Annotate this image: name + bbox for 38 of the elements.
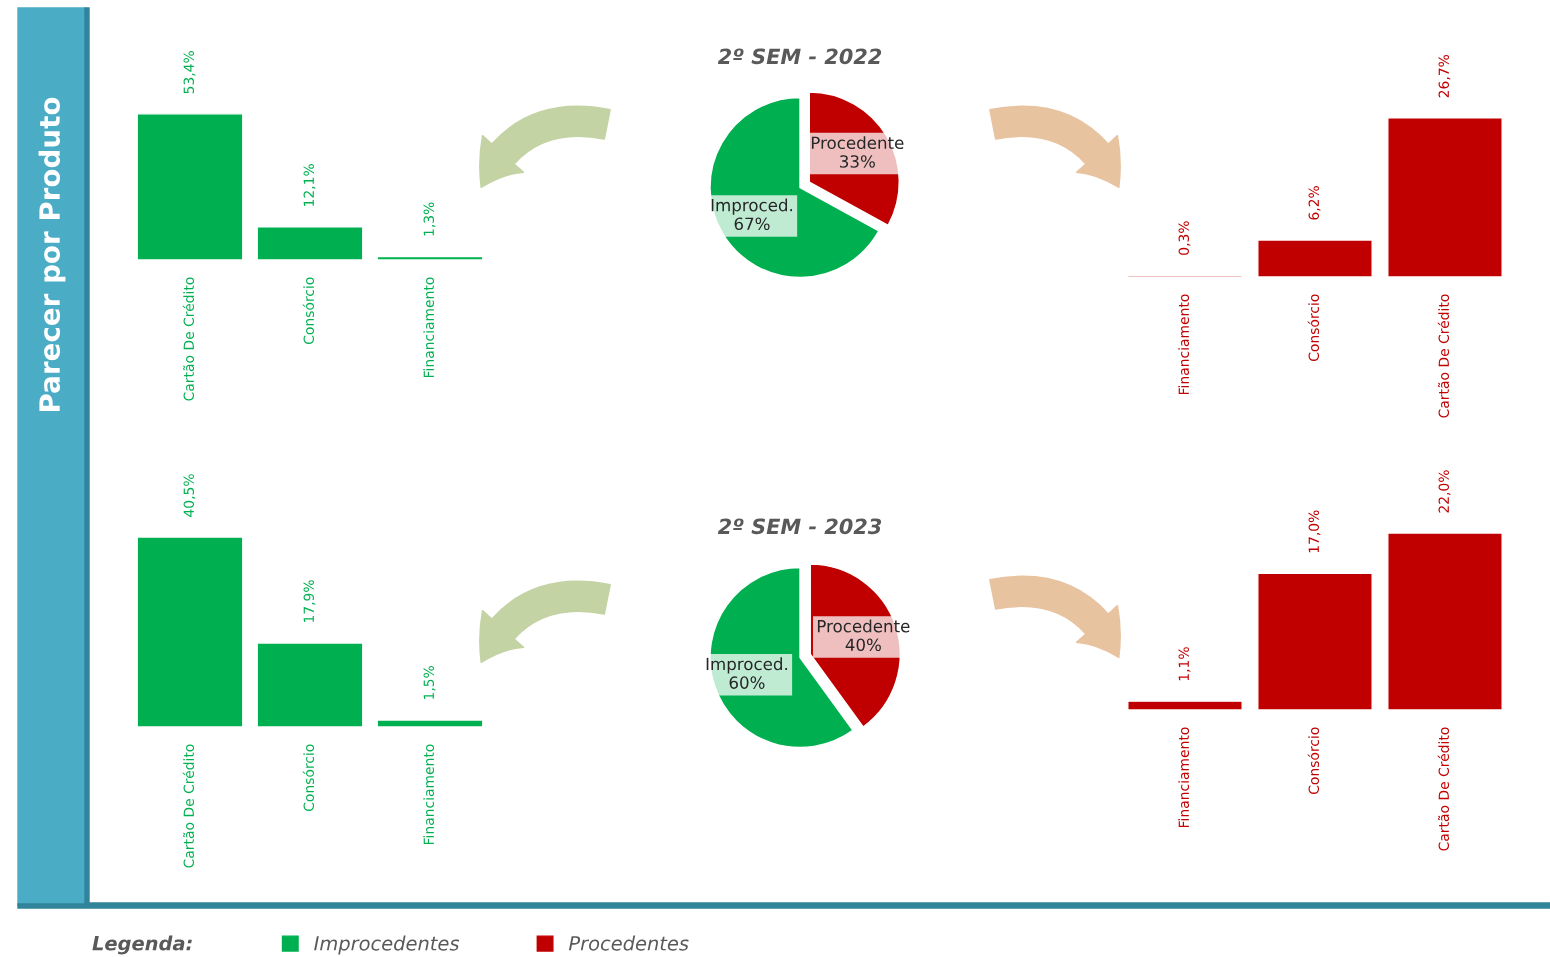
data-label: 1,1% xyxy=(1178,647,1191,681)
data-label: 40% xyxy=(845,638,881,652)
data-label: 17,9% xyxy=(303,580,316,623)
x-tick-label: Consórcio xyxy=(1307,294,1320,362)
x-tick-label: Consórcio xyxy=(302,277,315,345)
x-tick-label: Financiamento xyxy=(423,744,435,845)
x-tick-label: Cartão De Crédito xyxy=(1437,294,1450,418)
x-tick-label: Cartão De Crédito xyxy=(1437,727,1450,851)
x-tick-label: Financiamento xyxy=(1178,294,1190,395)
data-label: 6,2% xyxy=(1308,186,1321,220)
data-label: 40,5% xyxy=(183,474,196,517)
data-label: 12,1% xyxy=(303,164,316,206)
slice-label: Improced. xyxy=(711,198,793,215)
data-label: 0,3% xyxy=(1178,221,1191,255)
slice-label: Procedente xyxy=(811,136,904,150)
x-tick-label: Financiamento xyxy=(1178,727,1190,828)
legend-title: Legenda: xyxy=(92,935,192,955)
x-tick-label: Financiamento xyxy=(423,277,435,378)
chart-title: 2º SEM - 2023 xyxy=(717,518,882,535)
data-label: 33% xyxy=(840,155,875,168)
data-label: 60% xyxy=(729,676,765,689)
legend-label: Improcedentes xyxy=(314,935,460,955)
chart-title: 2º SEM - 2022 xyxy=(717,48,882,65)
x-tick-label: Consórcio xyxy=(1307,727,1320,795)
x-tick-label: Consórcio xyxy=(302,744,315,812)
data-label: 53,4% xyxy=(183,51,196,94)
slice-label: Improced. xyxy=(706,657,787,674)
data-label: 67% xyxy=(734,217,770,231)
data-label: 1,3% xyxy=(423,202,436,236)
x-tick-label: Cartão De Crédito xyxy=(182,744,195,868)
text: Parecer por Produto xyxy=(38,97,66,411)
data-label: 17,0% xyxy=(1308,510,1321,553)
data-label: 1,5% xyxy=(423,666,436,699)
slice-label: Procedente xyxy=(817,619,910,633)
x-tick-label: Cartão De Crédito xyxy=(182,277,195,401)
data-label: 22,0% xyxy=(1438,470,1451,513)
legend-label: Procedentes xyxy=(568,935,689,951)
data-label: 26,7% xyxy=(1438,54,1451,98)
